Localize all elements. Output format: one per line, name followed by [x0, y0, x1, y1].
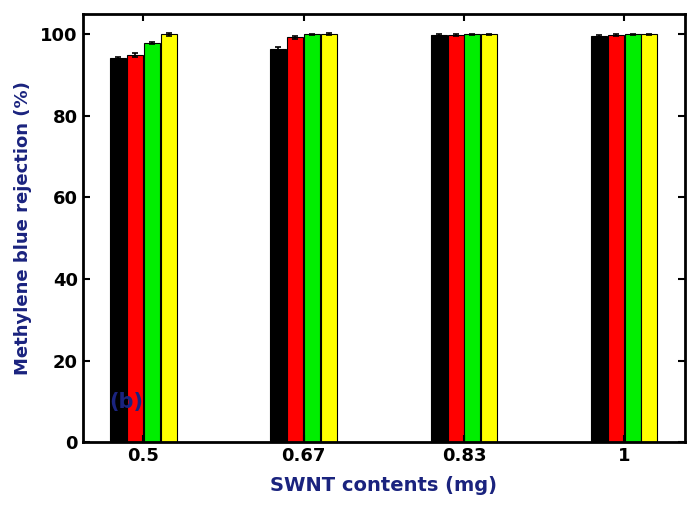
Bar [447, 35, 463, 442]
Bar [161, 34, 177, 442]
Bar [642, 34, 658, 442]
Bar [625, 34, 641, 442]
Bar [464, 34, 480, 442]
Text: (b): (b) [110, 392, 144, 412]
Bar [127, 54, 143, 442]
Bar [321, 34, 337, 442]
Bar [271, 48, 287, 442]
Bar [110, 58, 127, 442]
Bar [591, 36, 607, 442]
Bar [144, 43, 160, 442]
Bar [287, 37, 303, 442]
Bar [481, 34, 497, 442]
Y-axis label: Methylene blue rejection (%): Methylene blue rejection (%) [14, 81, 32, 375]
Bar [304, 34, 320, 442]
X-axis label: SWNT contents (mg): SWNT contents (mg) [271, 476, 498, 495]
Bar [431, 35, 447, 442]
Bar [608, 35, 624, 442]
